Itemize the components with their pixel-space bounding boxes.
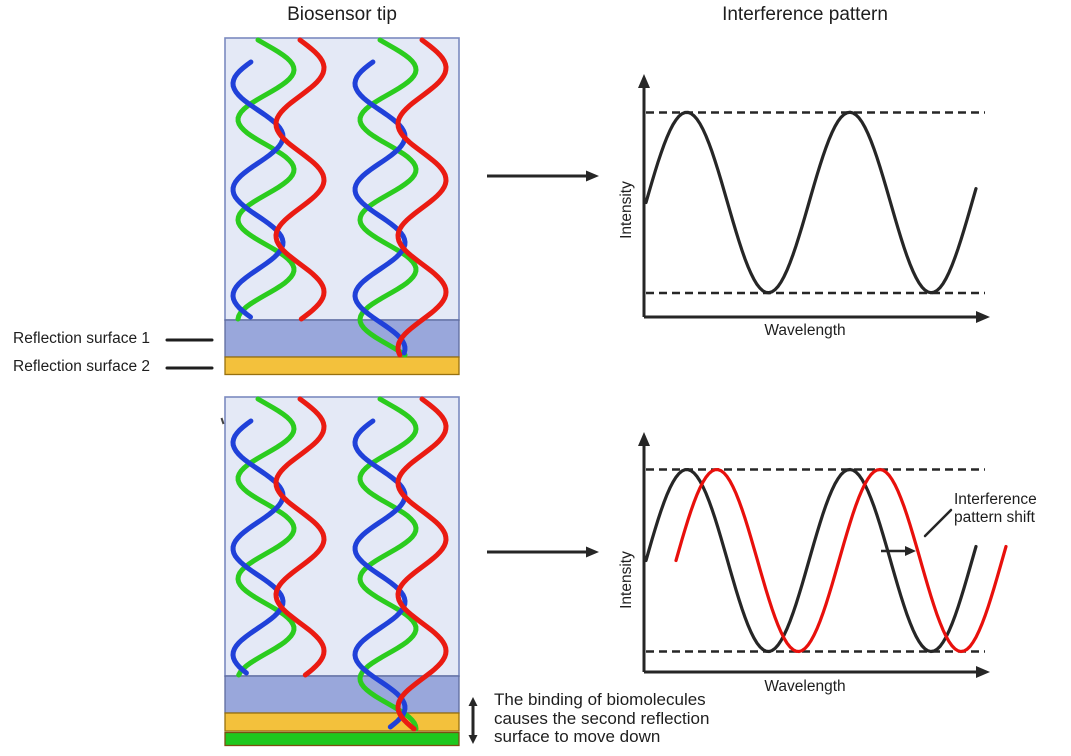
y-axis-top-head: [638, 74, 650, 88]
flow-arrow-icon-top-head: [586, 170, 599, 182]
interference-curve-top: [644, 110, 978, 295]
binding-note: The binding of biomolecules causes the s…: [494, 690, 710, 747]
wave-red-light-wave-top: [395, 37, 449, 358]
reflection-surface-1-layer-top: [224, 319, 460, 358]
shift-pointer-line: [923, 508, 953, 538]
bound-biomolecule-layer-bottom: [224, 731, 460, 747]
reflection-surface-2-layer-top: [224, 356, 460, 376]
binding-note-line3: surface to move down: [494, 727, 661, 746]
shifted-interference-curve-bottom: [674, 467, 1008, 654]
wave-green-light-wave-bottom: [357, 396, 419, 732]
wave-red-light-wave-bottom: [273, 396, 327, 678]
wave-green-light-wave-top: [357, 37, 419, 358]
wave-blue-light-wave-top: [352, 59, 408, 356]
wave-green-light-wave-top: [235, 37, 297, 322]
x-axis-label-bottom: Wavelength: [764, 678, 846, 695]
reflection-surface-2-layer-bottom: [224, 712, 460, 732]
binding-note-line1: The binding of biomolecules: [494, 690, 706, 709]
y-axis-label-bottom: Intensity: [618, 551, 635, 609]
reflection-surface-1-layer-bottom: [224, 675, 460, 714]
wave-red-light-wave-bottom: [395, 396, 449, 732]
wave-green-light-wave-bottom: [235, 396, 297, 678]
y-axis-bottom-head: [638, 432, 650, 446]
binding-note-line2: causes the second reflection: [494, 708, 710, 728]
x-axis-top-head: [976, 311, 990, 323]
shift-arrow-icon-head: [905, 546, 916, 556]
y-axis-label-top: Intensity: [618, 181, 635, 239]
double-arrow-down-icon-head: [468, 735, 478, 744]
wave-red-light-wave-top: [273, 37, 327, 322]
wave-blue-light-wave-top: [230, 59, 286, 320]
reflection-surface-1-label: Reflection surface 1: [13, 330, 150, 347]
interference-shift-label-line1: Interference: [954, 491, 1037, 508]
interference-shift-label: Interference pattern shift: [954, 491, 1037, 527]
x-axis-bottom-head: [976, 666, 990, 678]
interference-pattern-title: Interference pattern: [722, 4, 888, 25]
interference-shift-label-line2: pattern shift: [954, 509, 1035, 526]
wave-blue-light-wave-bottom: [230, 418, 286, 676]
flow-arrow-icon-bottom-head: [586, 546, 599, 558]
stray-mark: [220, 417, 225, 425]
biosensor-tip-title: Biosensor tip: [287, 4, 397, 25]
biosensor-tip-body-bottom: [224, 396, 460, 677]
biosensor-tip-body-top: [224, 37, 460, 321]
x-axis-label-top: Wavelength: [764, 322, 846, 339]
double-arrow-up-icon-head: [468, 697, 478, 706]
wave-blue-light-wave-bottom: [352, 418, 408, 730]
reflection-surface-2-label: Reflection surface 2: [13, 358, 150, 375]
